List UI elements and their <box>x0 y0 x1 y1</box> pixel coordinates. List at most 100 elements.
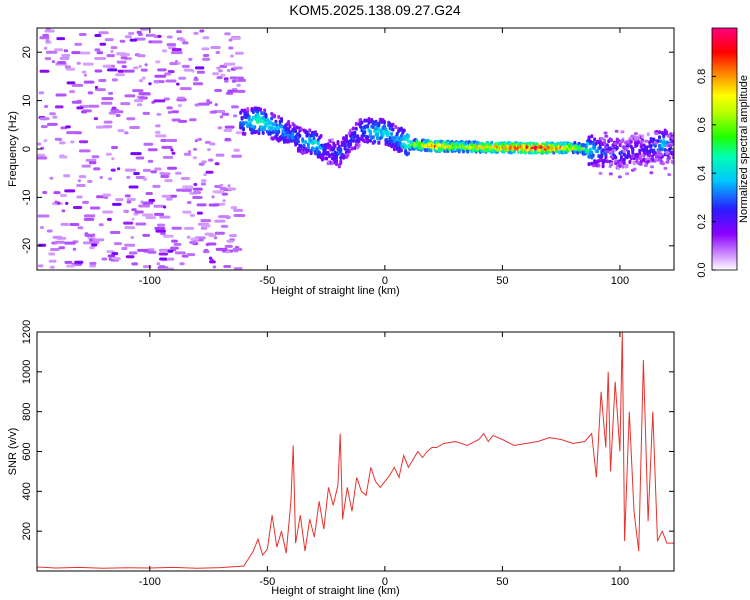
ridge-cell <box>588 147 592 152</box>
colorbar-tick-label: 0.6 <box>696 117 708 132</box>
ridge-cell <box>241 122 245 127</box>
noise-cell <box>178 76 187 80</box>
noise-cell <box>99 175 104 179</box>
noise-cell <box>103 195 109 199</box>
noise-cell <box>155 229 166 233</box>
ridge-cell <box>332 146 336 151</box>
ridge-cell <box>621 164 625 169</box>
y-tick-label: 0 <box>21 146 33 152</box>
ridge-cell <box>306 145 310 150</box>
noise-cell <box>128 31 135 35</box>
noise-cell <box>64 241 76 245</box>
y-tick-label: 600 <box>21 442 33 460</box>
ridge-cell <box>646 159 650 164</box>
noise-cell <box>219 186 228 190</box>
ridge-cell <box>343 144 347 149</box>
noise-cell <box>162 155 174 159</box>
noise-cell <box>50 248 60 252</box>
noise-cell <box>233 214 246 218</box>
noise-cell <box>215 247 228 251</box>
noise-cell <box>63 174 71 178</box>
snr-frame <box>36 331 675 572</box>
ridge-cell <box>367 117 371 122</box>
noise-cell <box>113 257 121 261</box>
ridge-cell <box>377 140 381 145</box>
noise-cell <box>604 145 609 149</box>
ridge-cell <box>390 132 394 137</box>
ridge-cell <box>277 114 281 119</box>
noise-cell <box>107 254 116 258</box>
noise-cell <box>189 118 197 122</box>
noise-cell <box>182 41 189 45</box>
noise-cell <box>128 251 138 255</box>
ridge-cell <box>601 164 605 169</box>
noise-cell <box>191 69 195 73</box>
ridge-cell <box>383 124 387 129</box>
ridge-cell <box>402 137 406 142</box>
noise-cell <box>89 246 95 250</box>
ridge-cell <box>257 114 261 119</box>
noise-cell <box>57 61 66 65</box>
noise-cell <box>148 199 156 203</box>
ridge-cell <box>648 140 652 145</box>
noise-cell <box>609 155 614 159</box>
ridge-cell <box>263 108 267 113</box>
noise-cell <box>183 68 194 72</box>
y-tick-label: -10 <box>21 189 33 205</box>
noise-cell <box>203 173 207 177</box>
ridge-cell <box>392 147 396 152</box>
noise-cell <box>167 110 172 114</box>
noise-cell <box>188 57 193 61</box>
noise-cell <box>666 134 671 138</box>
noise-cell <box>51 60 55 64</box>
noise-cell <box>140 28 149 31</box>
noise-cell <box>138 79 144 83</box>
noise-cell <box>170 246 179 250</box>
ridge-cell <box>294 129 298 134</box>
ridge-cell <box>357 136 361 141</box>
ridge-cell <box>257 131 261 136</box>
noise-cell <box>136 103 143 107</box>
ridge-cell <box>605 159 609 164</box>
noise-cell <box>608 150 613 154</box>
ridge-cell <box>593 137 597 142</box>
noise-cell <box>58 137 63 141</box>
noise-cell <box>154 80 159 84</box>
noise-cell <box>170 148 174 152</box>
noise-cell <box>232 247 243 251</box>
noise-cell <box>130 152 142 156</box>
ridge-cell <box>391 122 395 127</box>
noise-cell <box>83 73 87 77</box>
noise-cell <box>124 243 136 247</box>
noise-cell <box>171 110 179 114</box>
noise-cell <box>231 105 239 109</box>
ridge-cell <box>312 136 316 141</box>
noise-cell <box>200 219 212 223</box>
noise-cell <box>83 80 95 84</box>
ridge-cell <box>614 155 618 160</box>
noise-cell <box>173 242 182 246</box>
noise-cell <box>161 194 171 198</box>
noise-cell <box>112 110 124 114</box>
noise-cell <box>147 159 154 163</box>
noise-cell <box>204 140 211 144</box>
noise-cell <box>37 153 46 157</box>
noise-cell <box>76 183 86 187</box>
ridge-cell <box>354 126 358 131</box>
ridge-cell <box>364 118 368 123</box>
noise-cell <box>171 226 182 230</box>
ridge-cell <box>573 140 577 145</box>
ridge-cell <box>292 123 296 128</box>
noise-cell <box>124 94 136 98</box>
ridge-cell <box>320 157 324 162</box>
noise-cell <box>102 125 113 129</box>
noise-cell <box>613 142 618 146</box>
noise-cell <box>637 157 642 161</box>
noise-cell <box>604 134 609 138</box>
ridge-cell <box>261 131 265 136</box>
noise-cell <box>66 131 78 135</box>
noise-cell <box>93 117 99 121</box>
y-tick-label: 400 <box>21 482 33 500</box>
ridge-cell <box>586 141 590 146</box>
